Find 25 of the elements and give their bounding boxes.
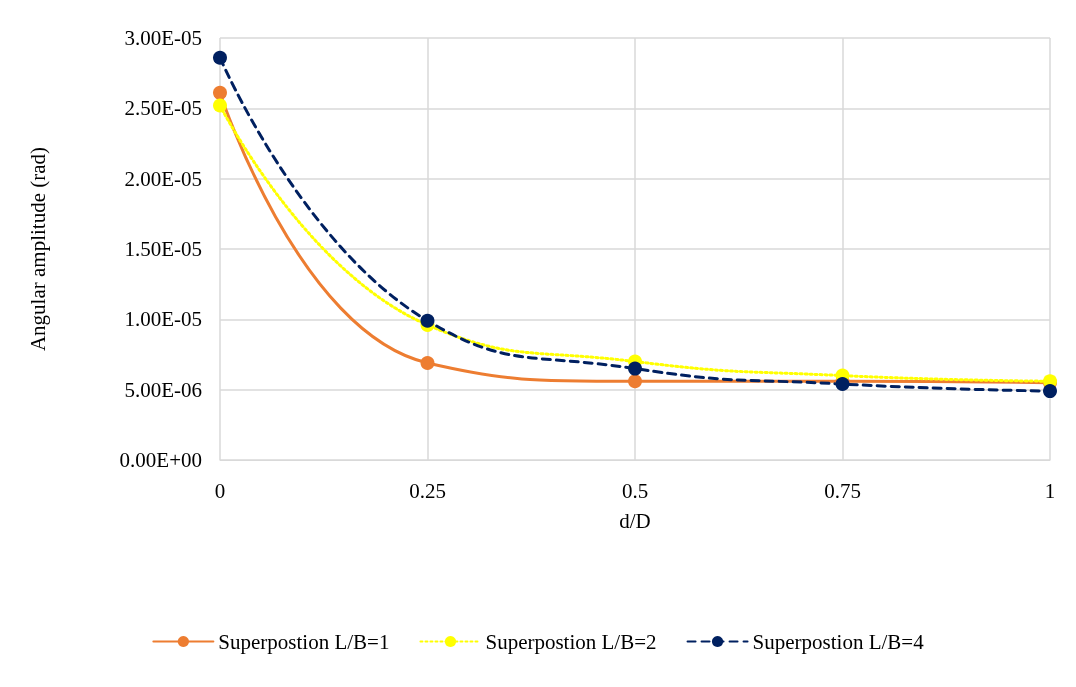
x-tick-label: 0.25 [409, 478, 446, 503]
x-tick-label: 0.75 [824, 478, 861, 503]
point [420, 355, 435, 370]
legend-label: Superpostion L/B=2 [485, 629, 657, 654]
legend-label: Superpostion L/B=1 [218, 629, 390, 654]
point [213, 50, 227, 65]
y-tick-label: 2.00E-05 [124, 166, 202, 191]
y-axis-title: Angular amplitude (rad) [25, 146, 50, 352]
point [628, 361, 642, 376]
x-tick-label: 0.5 [621, 478, 649, 503]
point [1043, 384, 1057, 399]
x-tick-label: 1 [1044, 478, 1056, 503]
legend-label: Superpostion L/B=4 [752, 629, 925, 654]
point [213, 85, 227, 100]
point [420, 313, 435, 328]
point [213, 98, 227, 113]
y-tick-label: 1.50E-05 [124, 237, 202, 261]
y-tick-label: 3.00E-05 [124, 26, 202, 50]
x-axis-title: d/D [619, 508, 651, 533]
point [628, 374, 642, 389]
y-tick-label: 5.00E-06 [124, 377, 202, 402]
x-tick-label: 0 [214, 478, 226, 503]
y-tick-label: 2.50E-05 [124, 96, 202, 121]
y-tick-label: 1.00E-05 [124, 307, 202, 332]
y-tick-label: 0.00E+00 [119, 448, 202, 472]
